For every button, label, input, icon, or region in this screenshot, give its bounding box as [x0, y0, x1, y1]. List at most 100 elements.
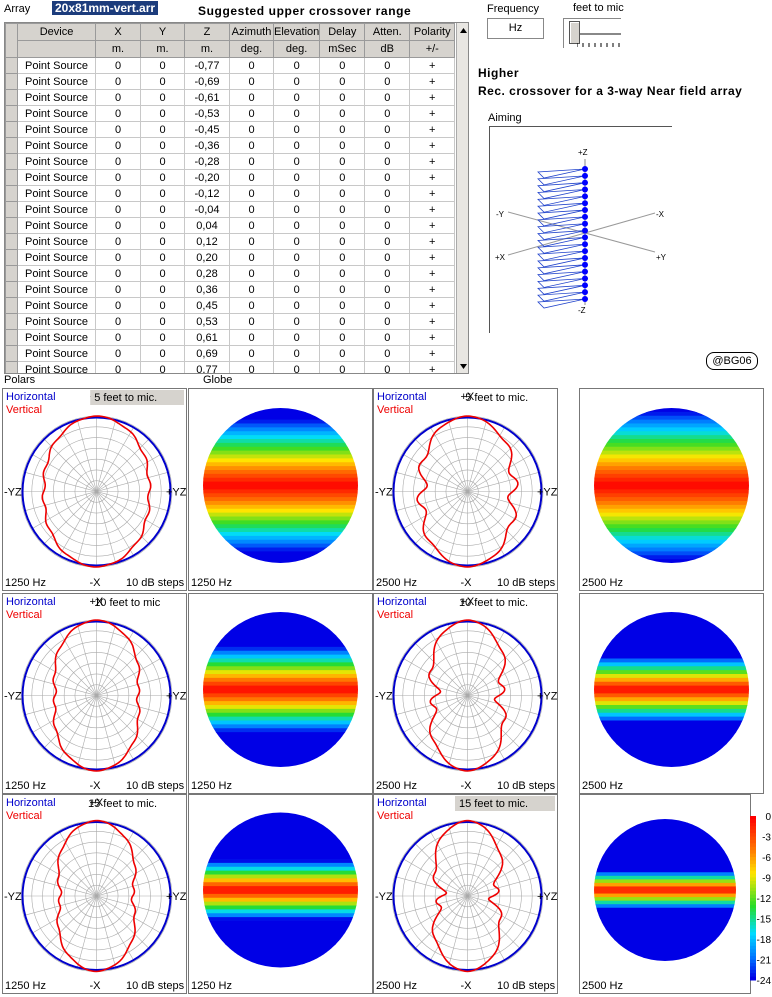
table-row[interactable]: Point Source 0 0 0,04 0 0 0 0 +: [5, 217, 456, 234]
table-cell[interactable]: 0: [272, 153, 321, 170]
table-cell[interactable]: 0,20: [184, 249, 230, 266]
table-cell[interactable]: 0: [272, 217, 321, 234]
table-cell[interactable]: 0: [95, 137, 141, 154]
table-cell[interactable]: 0: [364, 297, 411, 314]
row-header[interactable]: [5, 185, 18, 202]
table-cell[interactable]: 0: [229, 169, 274, 186]
table-cell[interactable]: Point Source: [17, 233, 96, 250]
table-cell[interactable]: 0: [272, 265, 321, 282]
table-cell[interactable]: 0: [319, 121, 366, 138]
table-cell[interactable]: Point Source: [17, 265, 96, 282]
table-cell[interactable]: 0: [229, 153, 274, 170]
table-cell[interactable]: 0: [229, 361, 274, 373]
row-header[interactable]: [5, 249, 18, 266]
table-cell[interactable]: Point Source: [17, 121, 96, 138]
table-cell[interactable]: 0: [319, 233, 366, 250]
table-cell[interactable]: 0: [319, 185, 366, 202]
table-cell[interactable]: +: [409, 137, 456, 154]
table-cell[interactable]: 0: [95, 57, 141, 74]
row-header[interactable]: [5, 265, 18, 282]
table-cell[interactable]: +: [409, 313, 456, 330]
table-cell[interactable]: 0: [364, 201, 411, 218]
table-cell[interactable]: +: [409, 249, 456, 266]
table-cell[interactable]: Point Source: [17, 201, 96, 218]
table-cell[interactable]: +: [409, 217, 456, 234]
table-cell[interactable]: 0: [229, 57, 274, 74]
table-cell[interactable]: +: [409, 233, 456, 250]
table-cell[interactable]: 0: [364, 89, 411, 106]
table-cell[interactable]: 0: [140, 313, 185, 330]
table-cell[interactable]: Point Source: [17, 185, 96, 202]
frequency-field[interactable]: Hz: [487, 18, 544, 39]
table-cell[interactable]: +: [409, 265, 456, 282]
table-cell[interactable]: 0: [95, 361, 141, 373]
table-cell[interactable]: Point Source: [17, 153, 96, 170]
table-cell[interactable]: 0: [319, 201, 366, 218]
table-cell[interactable]: 0: [229, 105, 274, 122]
table-cell[interactable]: 0: [272, 297, 321, 314]
table-cell[interactable]: 0: [229, 137, 274, 154]
column-header[interactable]: Atten.: [364, 23, 411, 41]
table-cell[interactable]: 0: [319, 313, 366, 330]
table-row[interactable]: Point Source 0 0 0,12 0 0 0 0 +: [5, 233, 456, 250]
table-scrollbar[interactable]: [456, 23, 468, 373]
table-cell[interactable]: 0: [272, 121, 321, 138]
table-cell[interactable]: 0: [95, 217, 141, 234]
table-cell[interactable]: 0,36: [184, 281, 230, 298]
table-cell[interactable]: 0: [364, 249, 411, 266]
slider-thumb[interactable]: [569, 21, 580, 44]
table-cell[interactable]: 0: [272, 329, 321, 346]
row-header[interactable]: [5, 217, 18, 234]
table-cell[interactable]: +: [409, 89, 456, 106]
table-cell[interactable]: 0: [140, 105, 185, 122]
row-header[interactable]: [5, 169, 18, 186]
table-cell[interactable]: 0: [319, 137, 366, 154]
table-cell[interactable]: +: [409, 201, 456, 218]
table-cell[interactable]: 0: [140, 73, 185, 90]
table-cell[interactable]: 0: [364, 329, 411, 346]
table-cell[interactable]: 0: [272, 73, 321, 90]
table-cell[interactable]: 0: [364, 137, 411, 154]
table-row[interactable]: Point Source 0 0 0,28 0 0 0 0 +: [5, 265, 456, 282]
table-cell[interactable]: 0,69: [184, 345, 230, 362]
table-row[interactable]: Point Source 0 0 0,61 0 0 0 0 +: [5, 329, 456, 346]
table-cell[interactable]: 0: [272, 249, 321, 266]
table-cell[interactable]: 0: [140, 233, 185, 250]
table-cell[interactable]: Point Source: [17, 89, 96, 106]
table-cell[interactable]: 0: [364, 233, 411, 250]
table-cell[interactable]: 0: [140, 297, 185, 314]
row-header[interactable]: [5, 89, 18, 106]
row-header[interactable]: [5, 345, 18, 362]
table-cell[interactable]: -0,28: [184, 153, 230, 170]
table-row[interactable]: Point Source 0 0 -0,77 0 0 0 0 +: [5, 57, 456, 74]
table-row[interactable]: Point Source 0 0 -0,20 0 0 0 0 +: [5, 169, 456, 186]
table-cell[interactable]: 0: [140, 281, 185, 298]
table-cell[interactable]: 0,45: [184, 297, 230, 314]
table-cell[interactable]: 0: [140, 57, 185, 74]
table-cell[interactable]: +: [409, 281, 456, 298]
table-cell[interactable]: 0: [95, 201, 141, 218]
column-header[interactable]: Z: [184, 23, 230, 41]
table-cell[interactable]: 0: [140, 89, 185, 106]
table-cell[interactable]: 0,77: [184, 361, 230, 373]
table-cell[interactable]: 0,28: [184, 265, 230, 282]
table-cell[interactable]: 0: [272, 105, 321, 122]
table-cell[interactable]: 0: [319, 105, 366, 122]
table-cell[interactable]: Point Source: [17, 297, 96, 314]
table-cell[interactable]: 0: [95, 233, 141, 250]
table-cell[interactable]: 0: [272, 281, 321, 298]
table-cell[interactable]: 0: [319, 153, 366, 170]
column-header[interactable]: Azimuth: [229, 23, 274, 41]
table-cell[interactable]: 0: [364, 169, 411, 186]
column-header[interactable]: Elevation: [272, 23, 321, 41]
row-header[interactable]: [5, 121, 18, 138]
table-cell[interactable]: -0,77: [184, 57, 230, 74]
table-cell[interactable]: 0: [229, 313, 274, 330]
table-cell[interactable]: 0: [95, 185, 141, 202]
table-cell[interactable]: 0: [95, 329, 141, 346]
table-cell[interactable]: +: [409, 185, 456, 202]
table-cell[interactable]: 0: [229, 345, 274, 362]
table-row[interactable]: Point Source 0 0 -0,36 0 0 0 0 +: [5, 137, 456, 154]
table-cell[interactable]: 0: [272, 201, 321, 218]
table-cell[interactable]: -0,61: [184, 89, 230, 106]
